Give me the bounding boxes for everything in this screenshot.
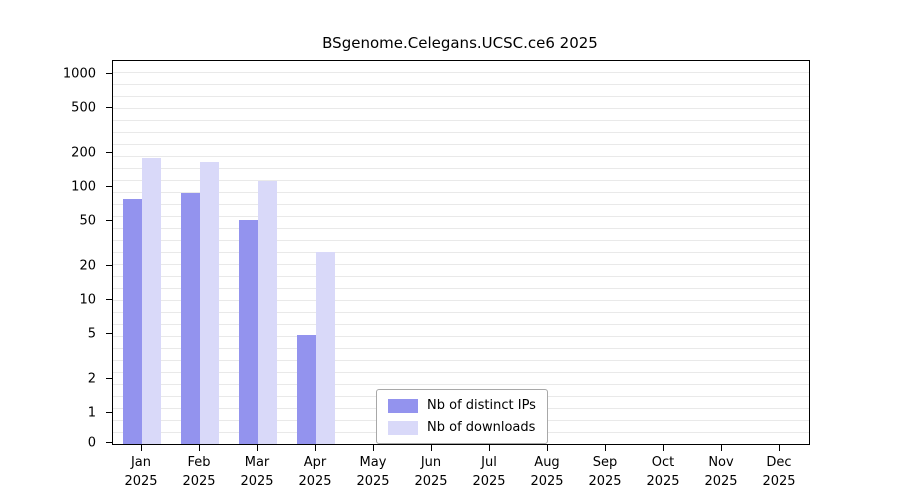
bar-distinct-ips bbox=[181, 193, 200, 444]
bar-downloads bbox=[200, 161, 219, 444]
bar-distinct-ips bbox=[239, 220, 258, 444]
y-tick-label: 1 bbox=[87, 405, 96, 421]
y-tick-mark bbox=[106, 442, 112, 443]
legend: Nb of distinct IPs Nb of downloads bbox=[376, 389, 548, 444]
x-tick-label: Nov 2025 bbox=[704, 455, 738, 489]
legend-label: Nb of downloads bbox=[427, 420, 536, 435]
x-tick-label: Feb 2025 bbox=[182, 455, 216, 489]
y-tick-mark bbox=[106, 333, 112, 335]
x-tick-mark bbox=[315, 445, 316, 451]
y-tick-label: 50 bbox=[79, 213, 96, 229]
x-axis: Jan 2025 Feb 2025 Mar 2025 Apr 2025 May 2025… bbox=[112, 444, 810, 496]
x-tick-mark bbox=[663, 445, 664, 451]
bar-distinct-ips bbox=[123, 198, 142, 444]
x-tick-mark bbox=[431, 445, 432, 451]
x-tick-mark bbox=[489, 445, 490, 451]
x-tick-mark bbox=[373, 445, 374, 451]
x-tick-label: Jul 2025 bbox=[472, 455, 506, 489]
y-tick-label: 500 bbox=[71, 100, 96, 116]
y-tick-mark bbox=[106, 107, 112, 109]
legend-item-distinct-ips: Nb of distinct IPs bbox=[388, 398, 536, 413]
legend-item-downloads: Nb of downloads bbox=[388, 420, 536, 435]
x-tick-label: Aug 2025 bbox=[530, 455, 564, 489]
x-tick-label: Apr 2025 bbox=[298, 455, 332, 489]
y-tick-label: 1000 bbox=[62, 66, 96, 82]
bar-downloads bbox=[316, 252, 335, 444]
x-tick-mark bbox=[605, 445, 606, 451]
y-tick-label: 5 bbox=[87, 326, 96, 342]
legend-label: Nb of distinct IPs bbox=[427, 398, 536, 413]
x-tick-mark bbox=[779, 445, 780, 451]
bar-downloads bbox=[258, 181, 277, 444]
x-tick-mark bbox=[547, 445, 548, 451]
y-tick-label: 0 bbox=[87, 435, 96, 451]
x-tick-label: May 2025 bbox=[356, 455, 390, 489]
y-tick-mark bbox=[106, 264, 112, 266]
bar-downloads bbox=[142, 157, 161, 444]
downloads-swatch bbox=[388, 420, 418, 435]
y-tick-mark bbox=[106, 377, 112, 379]
x-tick-label: Jun 2025 bbox=[414, 455, 448, 489]
y-tick-label: 200 bbox=[71, 145, 96, 161]
y-tick-mark bbox=[106, 186, 112, 187]
x-tick-label: Jan 2025 bbox=[124, 455, 158, 489]
y-tick-mark bbox=[106, 220, 112, 222]
y-axis: 0 1 2 5 10 20 50 100 200 500 1000 bbox=[0, 60, 112, 450]
y-tick-mark bbox=[106, 412, 112, 413]
y-tick-label: 2 bbox=[87, 371, 96, 387]
y-tick-mark bbox=[106, 299, 112, 300]
chart-title: BSgenome.Celegans.UCSC.ce6 2025 bbox=[322, 34, 598, 52]
bar-distinct-ips bbox=[297, 335, 316, 444]
x-tick-label: Mar 2025 bbox=[240, 455, 274, 489]
y-tick-mark bbox=[106, 73, 112, 74]
distinct-ips-swatch bbox=[388, 398, 418, 413]
y-tick-label: 10 bbox=[79, 292, 96, 308]
plot-area bbox=[112, 60, 810, 445]
x-tick-mark bbox=[721, 445, 722, 451]
x-tick-mark bbox=[199, 445, 200, 451]
x-tick-mark bbox=[257, 445, 258, 451]
x-tick-label: Dec 2025 bbox=[762, 455, 796, 489]
x-tick-label: Oct 2025 bbox=[646, 455, 680, 489]
y-tick-label: 100 bbox=[71, 179, 96, 195]
y-tick-label: 20 bbox=[79, 258, 96, 274]
y-tick-mark bbox=[106, 151, 112, 153]
x-tick-label: Sep 2025 bbox=[588, 455, 622, 489]
x-tick-mark bbox=[141, 445, 142, 451]
